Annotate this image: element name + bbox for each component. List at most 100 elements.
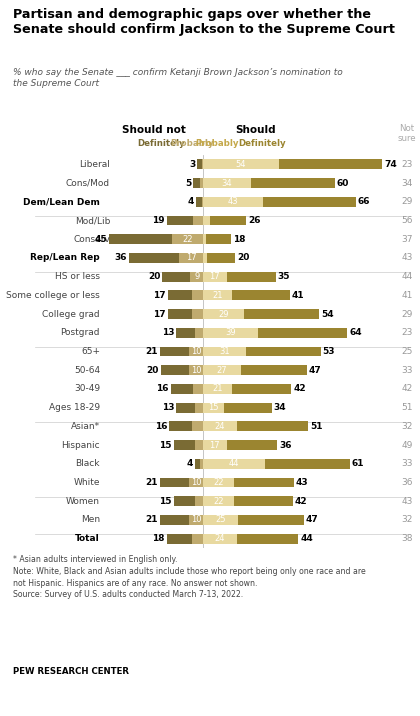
Text: 45: 45 — [94, 235, 107, 243]
Text: 33: 33 — [401, 459, 413, 468]
Text: Postgrad: Postgrad — [60, 328, 100, 337]
Text: 37: 37 — [401, 235, 413, 243]
Bar — [203, 197, 263, 207]
Bar — [206, 234, 231, 244]
Text: 44: 44 — [228, 459, 239, 468]
Text: 49: 49 — [402, 440, 413, 450]
Bar — [203, 533, 236, 543]
Bar — [200, 178, 203, 188]
Bar — [203, 422, 236, 431]
Text: 22: 22 — [213, 497, 224, 505]
Text: % who say the Senate ___ confirm Ketanji Brown Jackson’s nomination to
the Supre: % who say the Senate ___ confirm Ketanji… — [13, 68, 342, 88]
Text: Probably: Probably — [195, 140, 239, 148]
Bar — [168, 291, 192, 300]
Bar — [176, 403, 194, 412]
Text: 36: 36 — [279, 440, 292, 450]
Text: 20: 20 — [147, 366, 159, 374]
Text: 51: 51 — [310, 422, 323, 431]
Bar — [193, 384, 203, 394]
Bar — [232, 384, 291, 394]
Text: 42: 42 — [294, 497, 307, 505]
Text: 41: 41 — [402, 291, 413, 300]
Text: 29: 29 — [402, 198, 413, 206]
Text: 23: 23 — [402, 328, 413, 337]
Bar — [278, 160, 382, 169]
Text: 21: 21 — [213, 384, 223, 393]
Bar — [167, 216, 193, 226]
Text: 3: 3 — [189, 160, 195, 169]
Bar — [163, 272, 190, 281]
Bar — [160, 478, 189, 488]
Text: Hispanic: Hispanic — [61, 440, 100, 450]
Bar — [203, 309, 244, 319]
Text: Men: Men — [81, 516, 100, 524]
Bar — [203, 178, 251, 188]
Text: Liberal: Liberal — [79, 160, 110, 169]
Bar — [203, 365, 241, 375]
Bar — [160, 515, 189, 525]
Text: 23: 23 — [402, 160, 413, 169]
Bar — [203, 216, 210, 226]
Text: 24: 24 — [215, 534, 225, 543]
Text: 17: 17 — [153, 291, 166, 300]
Text: 36: 36 — [114, 253, 127, 263]
Text: 16: 16 — [155, 422, 168, 431]
Bar — [161, 365, 189, 375]
Bar — [210, 216, 247, 226]
Bar — [203, 459, 265, 469]
Text: 13: 13 — [162, 328, 174, 337]
Text: 53: 53 — [323, 347, 335, 356]
Bar — [224, 403, 272, 412]
Bar — [196, 197, 202, 207]
Text: Asian*: Asian* — [71, 422, 100, 431]
Text: 66: 66 — [357, 198, 370, 206]
Bar — [227, 440, 277, 450]
Bar — [176, 328, 194, 338]
Text: 22: 22 — [182, 235, 193, 243]
Text: 5: 5 — [185, 178, 191, 188]
Text: 61: 61 — [352, 459, 365, 468]
Bar — [203, 347, 247, 357]
Bar — [238, 515, 304, 525]
Text: 15: 15 — [159, 497, 172, 505]
Text: 44: 44 — [402, 272, 412, 281]
Text: 47: 47 — [309, 366, 321, 374]
Text: Rep/Lean Rep: Rep/Lean Rep — [30, 253, 100, 263]
Text: 38: 38 — [401, 534, 413, 543]
Bar — [172, 234, 203, 244]
Text: 21: 21 — [145, 347, 158, 356]
Text: Black: Black — [76, 459, 100, 468]
Text: White: White — [74, 478, 100, 487]
Bar — [203, 272, 227, 281]
Bar — [241, 365, 307, 375]
Text: 29: 29 — [402, 309, 413, 319]
Text: 25: 25 — [215, 516, 226, 524]
Text: 30-49: 30-49 — [74, 384, 100, 393]
Text: 19: 19 — [152, 216, 165, 225]
Text: 43: 43 — [402, 497, 413, 505]
Text: 17: 17 — [186, 253, 197, 263]
Text: 36: 36 — [401, 478, 413, 487]
Text: 32: 32 — [402, 422, 413, 431]
Bar — [189, 515, 203, 525]
Text: 47: 47 — [306, 516, 318, 524]
Text: 17: 17 — [210, 440, 220, 450]
Text: 50-64: 50-64 — [74, 366, 100, 374]
Text: Definitely: Definitely — [137, 140, 185, 148]
Bar — [236, 533, 298, 543]
Text: 10: 10 — [191, 478, 201, 487]
Text: 31: 31 — [219, 347, 230, 356]
Text: Conserv: Conserv — [73, 235, 110, 243]
Text: 24: 24 — [215, 422, 225, 431]
Text: 22: 22 — [213, 478, 224, 487]
Text: * Asian adults interviewed in English only.
Note: White, Black and Asian adults : * Asian adults interviewed in English on… — [13, 555, 365, 599]
Bar — [203, 160, 278, 169]
Bar — [194, 496, 203, 506]
Bar — [251, 178, 335, 188]
Text: 20: 20 — [148, 272, 160, 281]
Text: PEW RESEARCH CENTER: PEW RESEARCH CENTER — [13, 667, 129, 676]
Text: 54: 54 — [236, 160, 246, 169]
Text: 42: 42 — [293, 384, 306, 393]
Bar — [129, 253, 179, 263]
Text: 43: 43 — [402, 253, 413, 263]
